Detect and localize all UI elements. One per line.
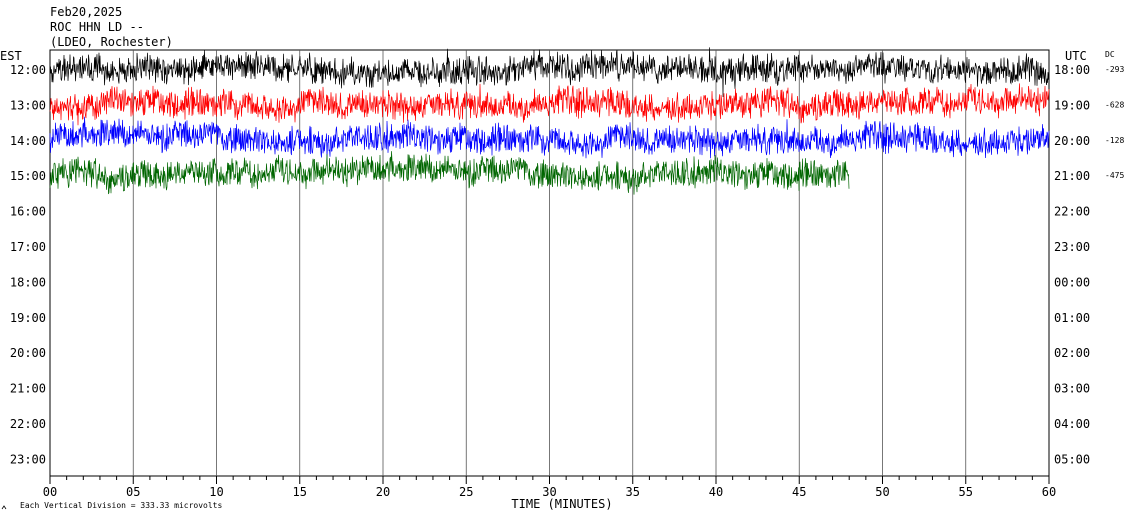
scale-note: Each Vertical Division = 333.33 microvol… — [20, 501, 222, 510]
dc-offset-label: -475 — [1105, 171, 1124, 180]
x-tick-label: 05 — [126, 485, 140, 499]
network-label: (LDEO, Rochester) — [50, 35, 173, 49]
utc-row-label: 23:00 — [1054, 240, 1090, 254]
dc-column-label: DC — [1105, 50, 1115, 59]
utc-row-label: 18:00 — [1054, 63, 1090, 77]
x-tick-label: 45 — [792, 485, 806, 499]
chart-date: Feb20,2025 — [50, 5, 122, 19]
dc-offset-label: -128 — [1105, 136, 1124, 145]
est-row-label: 12:00 — [10, 63, 46, 77]
est-row-label: 19:00 — [10, 311, 46, 325]
utc-row-label: 02:00 — [1054, 346, 1090, 360]
est-row-label: 17:00 — [10, 240, 46, 254]
utc-row-label: 19:00 — [1054, 98, 1090, 112]
x-tick-label: 60 — [1042, 485, 1056, 499]
est-row-label: 14:00 — [10, 134, 46, 148]
x-tick-label: 25 — [459, 485, 473, 499]
utc-row-label: 01:00 — [1054, 311, 1090, 325]
x-tick-label: 20 — [376, 485, 390, 499]
utc-row-label: 04:00 — [1054, 417, 1090, 431]
dc-offset-label: -293 — [1105, 65, 1124, 74]
est-axis-label: EST — [0, 49, 22, 63]
row-labels: 12:00 18:00 13:00 19:00 14:00 20:00 15:00 21:00… — [10, 63, 1125, 466]
scale-icon — [1, 505, 7, 510]
est-row-label: 20:00 — [10, 346, 46, 360]
trace-row-1 — [49, 83, 1050, 126]
trace-row-3 — [49, 151, 850, 195]
est-row-label: 23:00 — [10, 452, 46, 466]
utc-axis-label: UTC — [1065, 49, 1087, 63]
x-tick-label: 40 — [709, 485, 723, 499]
plot-grid — [49, 49, 1050, 477]
est-row-label: 13:00 — [10, 98, 46, 112]
utc-row-label: 22:00 — [1054, 205, 1090, 219]
est-row-label: 16:00 — [10, 205, 46, 219]
trace-row-2 — [49, 116, 1050, 160]
est-row-label: 21:00 — [10, 382, 46, 396]
utc-row-label: 20:00 — [1054, 134, 1090, 148]
utc-row-label: 00:00 — [1054, 275, 1090, 289]
est-row-label: 18:00 — [10, 275, 46, 289]
x-tick-label: 55 — [959, 485, 973, 499]
dc-offset-label: -628 — [1105, 100, 1124, 109]
est-row-label: 15:00 — [10, 169, 46, 183]
trace-row-0 — [49, 47, 1050, 98]
utc-row-label: 05:00 — [1054, 452, 1090, 466]
x-tick-label: 30 — [542, 485, 556, 499]
x-tick-label: 50 — [875, 485, 889, 499]
x-tick-label: 35 — [626, 485, 640, 499]
seismic-traces — [49, 47, 1050, 195]
x-axis-ticks: 00 05 10 15 20 25 30 35 40 45 50 55 60 — [43, 476, 1056, 499]
utc-row-label: 03:00 — [1054, 382, 1090, 396]
utc-row-label: 21:00 — [1054, 169, 1090, 183]
x-tick-label: 15 — [293, 485, 307, 499]
est-row-label: 22:00 — [10, 417, 46, 431]
x-tick-label: 00 — [43, 485, 57, 499]
x-axis-title: TIME (MINUTES) — [511, 497, 612, 511]
x-tick-label: 10 — [209, 485, 223, 499]
station-code: ROC HHN LD -- — [50, 20, 144, 34]
